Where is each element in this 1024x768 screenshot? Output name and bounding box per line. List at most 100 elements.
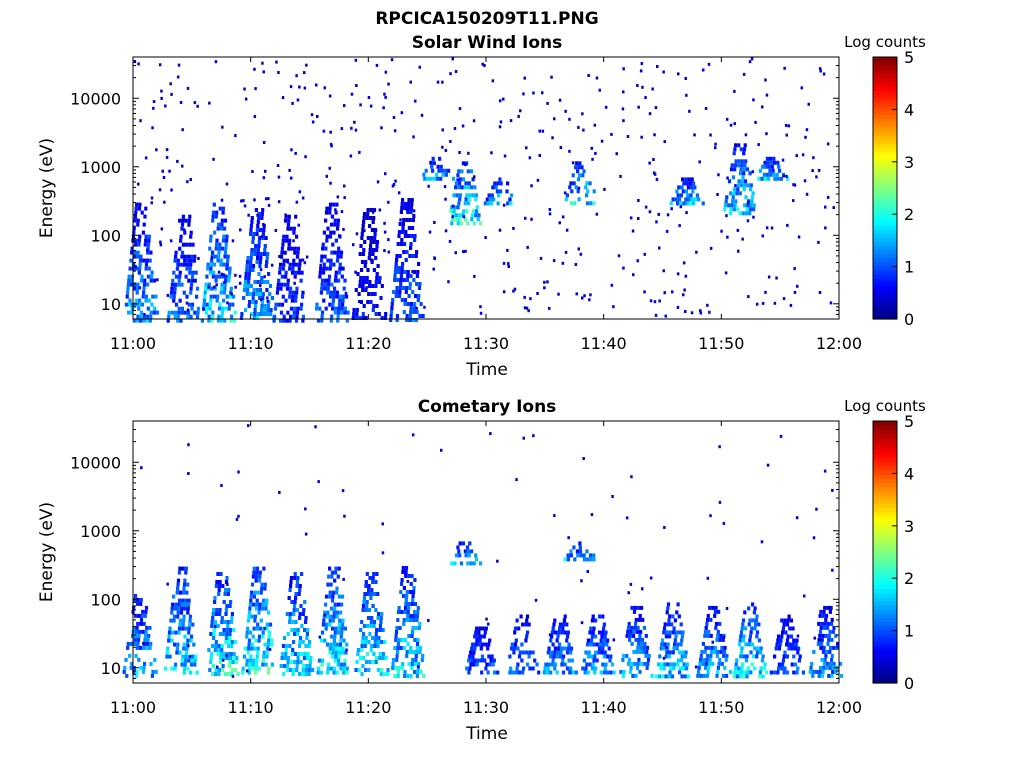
spectrogram-cell (230, 640, 234, 644)
spectrogram-cell (283, 282, 287, 287)
spectrogram-cell (202, 298, 206, 303)
background-count (443, 185, 447, 189)
spectrogram-cell (829, 621, 834, 626)
spectrogram-cell (251, 240, 255, 244)
spectrogram-cell (300, 572, 304, 576)
spectrogram-cell (808, 669, 812, 674)
spectrogram-cell (139, 314, 143, 319)
spectrogram-cell (460, 169, 464, 174)
spectrogram-cell (474, 197, 478, 202)
spectrogram-cell (247, 304, 251, 308)
spectrogram-cell (224, 580, 229, 584)
background-count (238, 274, 242, 278)
spectrogram-cell (606, 638, 610, 643)
spectrogram-cell (673, 618, 677, 623)
spectrogram-cell (331, 618, 335, 623)
spectrogram-cell (265, 654, 269, 659)
spectrogram-cell (750, 195, 754, 200)
spectrogram-cell (821, 669, 825, 674)
background-count (764, 78, 767, 82)
spectrogram-cell (321, 242, 325, 247)
spectrogram-cell (569, 646, 574, 651)
background-count (515, 478, 518, 482)
spectrogram-cell (301, 290, 305, 295)
spectrogram-cell (664, 634, 668, 639)
background-count (162, 176, 166, 179)
spectrogram-cell (394, 266, 398, 270)
spectrogram-cell (285, 644, 289, 648)
spectrogram-cell (359, 276, 363, 280)
spectrogram-cell (666, 662, 670, 667)
spectrogram-cell (832, 661, 836, 666)
background-count (137, 182, 140, 186)
colorbar-step (873, 597, 897, 602)
spectrogram-cell (341, 266, 345, 271)
spectrogram-cell (589, 642, 593, 647)
spectrogram-cell (190, 654, 195, 659)
y-axis-label: Energy (eV) (37, 502, 57, 602)
spectrogram-cell (251, 634, 255, 639)
spectrogram-cell (638, 613, 642, 618)
spectrogram-cell (429, 176, 433, 181)
spectrogram-cell (315, 302, 319, 307)
colorbar-frame (872, 56, 898, 320)
spectrogram-cell (819, 665, 823, 670)
spectrogram-cell (663, 662, 667, 667)
background-count (244, 97, 248, 101)
spectrogram-cell (142, 258, 146, 263)
spectrogram-cell (474, 193, 478, 198)
background-count (653, 300, 657, 304)
background-count (354, 128, 358, 132)
background-count (652, 158, 655, 161)
spectrogram-cell (213, 620, 217, 624)
background-count (564, 250, 568, 254)
spectrogram-cell (343, 278, 347, 283)
spectrogram-cell (124, 302, 128, 307)
spectrogram-cell (178, 626, 182, 631)
spectrogram-cell (173, 314, 177, 319)
spectrogram-cell (179, 238, 183, 243)
spectrogram-cell (263, 582, 267, 587)
background-count (479, 311, 483, 315)
spectrogram-cell (324, 210, 329, 215)
colorbar-step (873, 552, 897, 557)
colorbar-step (873, 298, 897, 304)
spectrogram-cell (634, 617, 638, 622)
spectrogram-cell (341, 298, 345, 303)
spectrogram-cell (220, 218, 224, 223)
spectrogram-cell (130, 250, 134, 255)
spectrogram-cell (457, 169, 461, 174)
background-count (208, 101, 211, 105)
spectrogram-cell (785, 638, 789, 643)
colorbar-step (873, 527, 897, 533)
spectrogram-cell (332, 614, 336, 619)
spectrogram-cell (246, 650, 250, 655)
spectrogram-cell (750, 662, 754, 667)
background-count (354, 58, 358, 62)
spectrogram-cell (592, 642, 596, 647)
spectrogram-cell (330, 282, 334, 287)
spectrogram-cell (416, 298, 420, 302)
spectrogram-cell (739, 630, 744, 635)
spectrogram-cell (273, 306, 278, 311)
spectrogram-cell (382, 672, 386, 676)
background-count (543, 286, 546, 290)
spectrogram-cell (561, 670, 566, 675)
spectrogram-cell (207, 318, 211, 323)
spectrogram-cell (183, 662, 187, 667)
spectrogram-cell (289, 580, 293, 584)
spectrogram-cell (332, 670, 336, 675)
spectrogram-cell (602, 654, 606, 659)
spectrogram-cell (331, 626, 335, 631)
spectrogram-cell (258, 634, 262, 639)
spectrogram-cell (223, 318, 227, 323)
spectrogram-cell (731, 175, 735, 180)
spectrogram-cell (447, 168, 451, 173)
colorbar-step (873, 65, 897, 70)
spectrogram-cell (520, 658, 524, 663)
spectrogram-cell (786, 176, 790, 181)
spectrogram-cell (316, 318, 321, 323)
spectrogram-cell (717, 661, 721, 666)
spectrogram-cell (265, 288, 269, 292)
spectrogram-cell (815, 669, 819, 674)
